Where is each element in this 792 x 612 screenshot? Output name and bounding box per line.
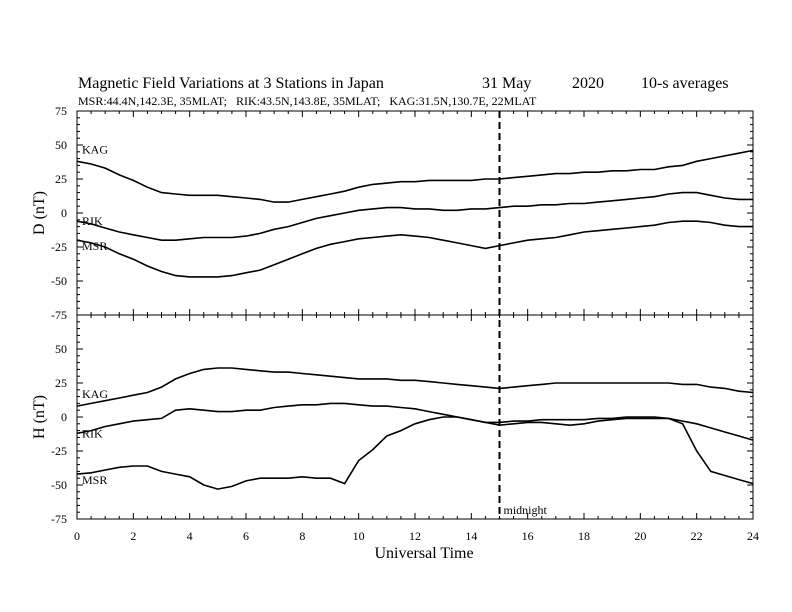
- y-tick-label: -25: [51, 444, 67, 458]
- bottom-y-axis-title: H (nT): [31, 395, 48, 439]
- top-y-axis-title: D (nT): [31, 191, 48, 235]
- series-line-msr: [76, 220, 753, 278]
- x-axis-title: Universal Time: [374, 545, 473, 562]
- chart-date: 31 May: [482, 75, 531, 92]
- midnight-annotation: midnight: [504, 503, 548, 517]
- series-label-rik: RIK: [82, 214, 103, 228]
- series-line-kag: [76, 149, 754, 203]
- y-tick-label: -50: [51, 478, 67, 492]
- y-tick-label: 50: [55, 342, 67, 356]
- y-tick-label: -75: [51, 512, 67, 526]
- chart-title: Magnetic Field Variations at 3 Stations …: [78, 75, 384, 92]
- x-tick-label: 22: [691, 529, 703, 543]
- series-lines: [76, 149, 754, 490]
- top-panel-frame: [76, 110, 754, 316]
- y-tick-label: 75: [55, 104, 67, 118]
- x-tick-label: 2: [130, 529, 136, 543]
- chart-year: 2020: [572, 75, 604, 92]
- series-label-msr: MSR: [82, 239, 107, 253]
- series-label-msr: MSR: [82, 473, 107, 487]
- station-coordinates-subtitle: MSR:44.4N,142.3E, 35MLAT; RIK:43.5N,143.…: [78, 94, 537, 108]
- series-line-kag: [76, 367, 754, 407]
- x-tick-label: 18: [578, 529, 590, 543]
- series-line-msr: [76, 416, 754, 490]
- x-tick-label: 14: [465, 529, 477, 543]
- y-tick-label: 50: [55, 138, 67, 152]
- series-label-kag: KAG: [82, 142, 108, 156]
- series-label-rik: RIK: [82, 426, 103, 440]
- x-tick-label: 8: [299, 529, 305, 543]
- y-tick-label: 0: [61, 206, 67, 220]
- series-labels: KAG RIK MSR KAG RIK MSR: [82, 142, 108, 487]
- x-tick-label: 10: [353, 529, 365, 543]
- x-tick-label: 4: [187, 529, 193, 543]
- x-tick-label: 24: [747, 529, 759, 543]
- y-tick-label: -25: [51, 240, 67, 254]
- y-tick-label: -75: [51, 308, 67, 322]
- series-line-rik: [76, 191, 753, 241]
- x-tick-label: 12: [409, 529, 421, 543]
- chart-resolution: 10-s averages: [641, 75, 729, 92]
- series-line-rik: [76, 402, 754, 441]
- y-tick-label: 25: [55, 172, 67, 186]
- x-tick-label: 6: [243, 529, 249, 543]
- x-tick-label: 20: [634, 529, 646, 543]
- x-tick-label: 16: [522, 529, 534, 543]
- y-tick-label: -50: [51, 274, 67, 288]
- y-tick-label: 25: [55, 376, 67, 390]
- series-label-kag: KAG: [82, 387, 108, 401]
- x-tick-label: 0: [74, 529, 80, 543]
- y-tick-label: 0: [61, 410, 67, 424]
